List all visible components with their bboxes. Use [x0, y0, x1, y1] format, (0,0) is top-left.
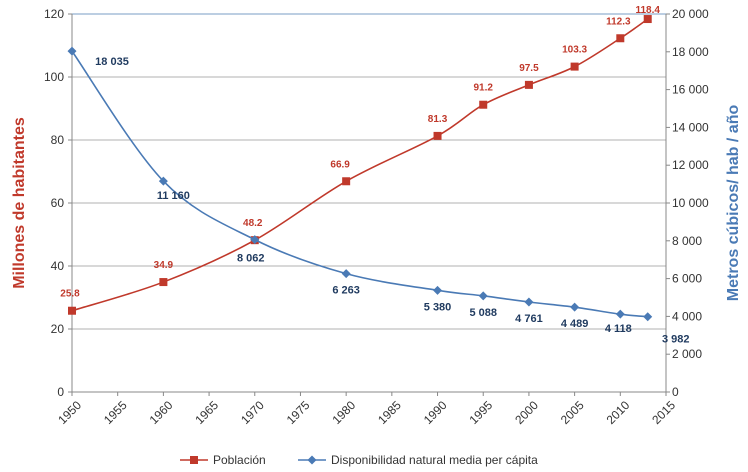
- poblacion-data-label: 103.3: [562, 45, 587, 56]
- left-tick-label: 0: [57, 385, 64, 399]
- right-tick-label: 20 000: [672, 7, 709, 21]
- disponibilidad-point: [615, 309, 625, 319]
- disponibilidad-data-label: 5 380: [424, 301, 452, 313]
- disponibilidad-point: [433, 285, 443, 295]
- disponibilidad-point: [524, 297, 534, 307]
- left-tick-label: 100: [44, 70, 64, 84]
- poblacion-point: [68, 306, 76, 315]
- x-tick-label: 1995: [467, 398, 496, 427]
- poblacion-point: [159, 278, 168, 287]
- poblacion-point: [570, 62, 579, 71]
- right-tick-label: 2 000: [672, 347, 702, 361]
- right-tick-label: 16 000: [672, 83, 709, 97]
- right-axis-ticks: 0 2 000 4 000 6 000 8 000 10 000 12 000 14 000 1…: [666, 7, 709, 399]
- gridlines: [72, 13, 666, 330]
- poblacion-point: [342, 177, 351, 186]
- series-group: 25.8 34.9 48.2 66.9 81.3 91.2 97.5 103.3 112.3 11…: [60, 5, 689, 346]
- disponibilidad-data-label: 11 160: [157, 190, 190, 202]
- disponibilidad-point: [341, 269, 351, 279]
- left-tick-label: 20: [51, 322, 65, 336]
- x-axis-ticks: 1950 1955 1960 1965 1970 1975 1980 1985 1990 1995…: [55, 392, 678, 427]
- right-tick-label: 18 000: [672, 45, 709, 59]
- x-tick-label: 1955: [101, 398, 130, 427]
- disponibilidad-data-label: 5 088: [469, 307, 497, 319]
- left-tick-label: 40: [51, 259, 65, 273]
- disponibilidad-data-label: 4 118: [605, 323, 632, 335]
- x-tick-label: 1980: [329, 398, 358, 427]
- right-tick-label: 12 000: [672, 158, 709, 172]
- x-tick-label: 1970: [238, 398, 267, 427]
- disponibilidad-data-label: 18 035: [95, 56, 129, 68]
- poblacion-data-label: 118.4: [635, 5, 660, 16]
- left-axis-label: Millones de habitantes: [11, 117, 28, 289]
- legend-marker-disponibilidad: [307, 455, 317, 465]
- right-tick-label: 10 000: [672, 196, 709, 210]
- poblacion-data-label: 48.2: [243, 218, 263, 229]
- disponibilidad-data-label: 4 489: [561, 318, 589, 330]
- x-tick-label: 1985: [375, 398, 404, 427]
- x-tick-label: 1965: [192, 398, 221, 427]
- poblacion-data-label: 97.5: [519, 63, 539, 74]
- legend-label-poblacion: Población: [213, 453, 266, 467]
- poblacion-data-label: 34.9: [154, 260, 174, 271]
- legend-marker-poblacion: [190, 456, 198, 464]
- left-axis-ticks: 0 20 40 60 80 100 120: [44, 7, 72, 399]
- disponibilidad-data-label: 4 761: [515, 313, 543, 325]
- disponibilidad-point: [250, 235, 260, 245]
- x-tick-label: 2000: [512, 398, 541, 427]
- x-tick-label: 1950: [55, 398, 84, 427]
- right-tick-label: 0: [672, 385, 679, 399]
- x-tick-label: 2010: [604, 398, 633, 427]
- legend: Población Disponibilidad natural media p…: [180, 453, 538, 467]
- disponibilidad-data-label: 3 982: [662, 334, 690, 346]
- disponibilidad-point: [158, 176, 168, 186]
- right-axis-label: Metros cúbicos/ hab / año: [725, 105, 742, 302]
- poblacion-data-label: 91.2: [473, 83, 493, 94]
- disponibilidad-point: [478, 291, 488, 301]
- poblacion-point: [616, 34, 625, 43]
- poblacion-data-label: 112.3: [606, 16, 631, 27]
- x-tick-label: 1990: [421, 398, 450, 427]
- right-tick-label: 14 000: [672, 120, 709, 134]
- poblacion-data-label: 66.9: [330, 159, 350, 170]
- right-tick-label: 6 000: [672, 272, 702, 286]
- left-tick-label: 60: [51, 196, 65, 210]
- poblacion-point: [643, 15, 652, 24]
- poblacion-data-label: 81.3: [428, 114, 448, 125]
- poblacion-data-label: 25.8: [60, 289, 80, 300]
- disponibilidad-line: [71, 50, 648, 318]
- x-tick-label: 2005: [558, 398, 587, 427]
- legend-label-disponibilidad: Disponibilidad natural media per cápita: [331, 453, 538, 467]
- x-tick-label: 2015: [649, 398, 678, 427]
- disponibilidad-point: [570, 302, 580, 312]
- x-tick-label: 1960: [147, 398, 176, 427]
- right-tick-label: 8 000: [672, 234, 702, 248]
- poblacion-point: [433, 131, 442, 140]
- poblacion-point: [524, 80, 533, 89]
- left-tick-label: 120: [44, 7, 64, 21]
- disponibilidad-data-label: 8 062: [237, 253, 265, 265]
- left-tick-label: 80: [51, 133, 65, 147]
- poblacion-point: [479, 100, 488, 109]
- x-tick-label: 1975: [284, 398, 313, 427]
- disponibilidad-point: [67, 46, 77, 56]
- right-tick-label: 4 000: [672, 309, 702, 323]
- disponibilidad-data-label: 6 263: [332, 285, 360, 297]
- disponibilidad-point: [643, 312, 653, 322]
